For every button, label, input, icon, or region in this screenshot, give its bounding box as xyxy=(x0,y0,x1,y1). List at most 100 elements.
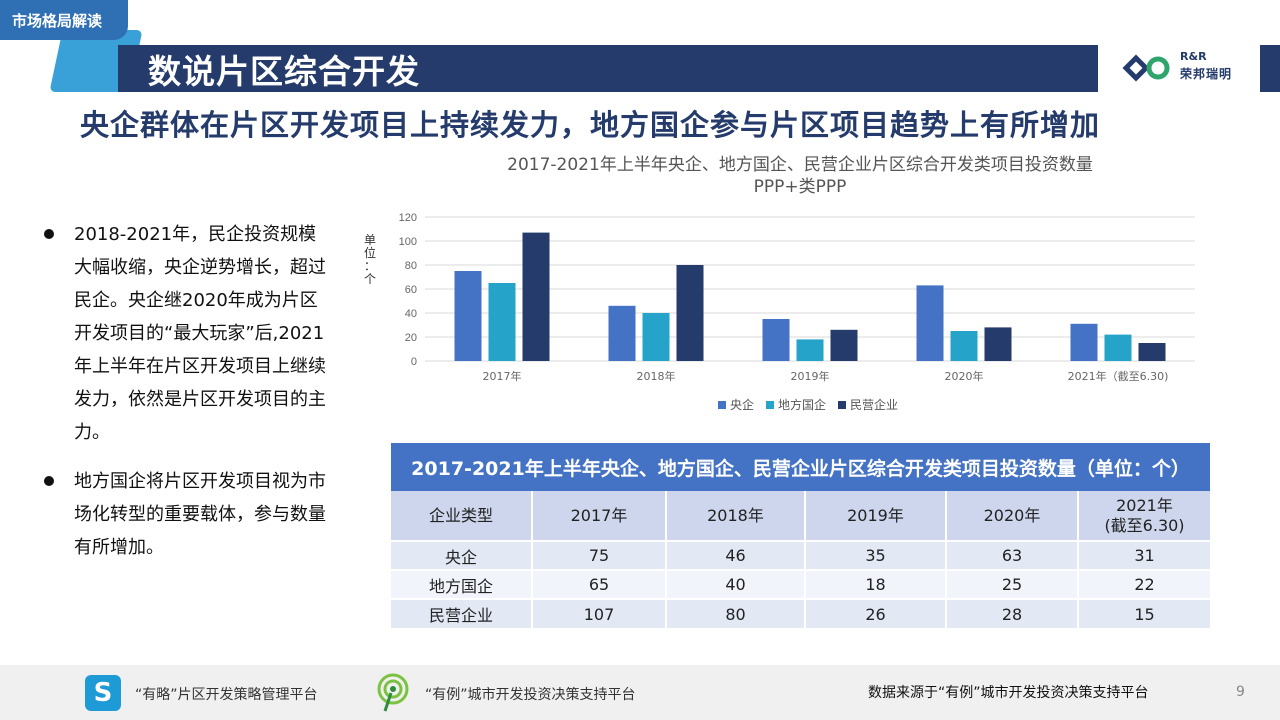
table-title: 2017-2021年上半年央企、地方国企、民营企业片区综合开发类项目投资数量（单… xyxy=(391,443,1210,491)
legend-label: 民营企业 xyxy=(850,398,899,412)
table-header-row: 企业类型 2017年 2018年 2019年 2020年 2021年 (截至6.… xyxy=(391,491,1210,541)
table-header-note: (截至6.30) xyxy=(1104,515,1185,535)
bar xyxy=(608,305,636,361)
legend-label: 央企 xyxy=(730,398,755,412)
table-cell: 46 xyxy=(666,540,806,570)
legend-swatch xyxy=(718,400,726,409)
chart-title-block: 2017-2021年上半年央企、地方国企、民营企业片区综合开发类项目投资数量 P… xyxy=(400,154,1200,198)
table-cell: 107 xyxy=(532,598,667,628)
y-axis-label: 个 xyxy=(364,272,376,286)
table-header-cell: 2021年 (截至6.30) xyxy=(1078,491,1210,541)
table-row: 地方国企 65 40 18 25 22 xyxy=(391,569,1210,599)
bar xyxy=(830,329,858,361)
section-tag: 市场格局解读 xyxy=(0,0,128,40)
y-axis-label: 单 xyxy=(364,233,376,247)
table-cell: 25 xyxy=(946,569,1079,599)
bar xyxy=(916,285,944,361)
data-source: 数据来源于“有例”城市开发投资决策支持平台 xyxy=(868,685,1149,701)
legend-swatch xyxy=(838,400,847,409)
bullet-text: 地方国企将片区开发项目视为市场化转型的重要载体，参与数量有所增加。 xyxy=(74,471,326,558)
table-cell: 26 xyxy=(805,598,947,628)
table-cell: 18 xyxy=(805,569,947,599)
y-tick-label: 40 xyxy=(405,308,417,320)
x-tick-label: 2019年 xyxy=(791,369,830,383)
pin-platform-icon xyxy=(377,673,409,712)
logo-icon xyxy=(1122,54,1170,82)
bar xyxy=(676,265,704,361)
x-tick-label: 2021年（截至6.30) xyxy=(1068,369,1169,383)
legend-item: 央企 xyxy=(718,396,754,413)
footer-bar: S “有略”片区开发策略管理平台 “有例”城市开发投资决策支持平台 数据来源于“… xyxy=(0,665,1280,720)
footer-platform-1: “有略”片区开发策略管理平台 xyxy=(135,687,318,703)
bar xyxy=(796,339,824,361)
table-cell: 63 xyxy=(946,540,1079,570)
bar xyxy=(950,331,978,361)
table-cell: 28 xyxy=(946,598,1079,628)
table-row: 央企 75 46 35 63 31 xyxy=(391,540,1210,570)
table-cell: 75 xyxy=(532,540,667,570)
header-bar: 数说片区综合开发 xyxy=(118,45,1098,92)
x-tick-label: 2017年 xyxy=(483,369,522,383)
table-cell: 40 xyxy=(666,569,806,599)
bar-chart: 0 20 40 60 80 100 120 单位：个 2017年 2018年 2019年 2020年 2… xyxy=(364,212,1195,383)
table-header-cell: 2018年 xyxy=(666,491,806,541)
data-table: 2017-2021年上半年央企、地方国企、民营企业片区综合开发类项目投资数量（单… xyxy=(391,443,1210,628)
table-cell: 80 xyxy=(666,598,806,628)
logo-text-en: R&R xyxy=(1180,50,1207,63)
strategy-platform-icon: S xyxy=(85,675,121,711)
bar xyxy=(984,327,1012,361)
logo-text-cn: 荣邦瑞明 xyxy=(1180,67,1233,81)
table-cell: 65 xyxy=(532,569,667,599)
bullet-dot-icon xyxy=(44,229,54,239)
bullet-dot-icon xyxy=(44,476,54,486)
bullet-list: 2018-2021年，民企投资规模大幅收缩，央企逆势增长，超过民企。央企继202… xyxy=(40,218,330,580)
x-tick-label: 2020年 xyxy=(945,369,984,383)
legend-item: 民营企业 xyxy=(838,396,898,413)
table-cell: 央企 xyxy=(391,540,533,570)
table-header-cell: 2020年 xyxy=(946,491,1079,541)
bar xyxy=(1138,343,1166,361)
x-tick-label: 2018年 xyxy=(637,369,676,383)
bar xyxy=(642,313,670,361)
page-title: 数说片区综合开发 xyxy=(148,51,420,91)
legend-label: 地方国企 xyxy=(778,398,827,412)
bullet-text: 2018-2021年，民企投资规模大幅收缩，央企逆势增长，超过民企。央企继202… xyxy=(74,224,326,443)
table-row: 民营企业 107 80 26 28 15 xyxy=(391,598,1210,628)
page-number: 9 xyxy=(1236,684,1245,700)
table-cell: 15 xyxy=(1078,598,1210,628)
bullet-item: 2018-2021年，民企投资规模大幅收缩，央企逆势增长，超过民企。央企继202… xyxy=(40,218,330,449)
y-tick-label: 60 xyxy=(405,284,417,296)
bar xyxy=(522,232,550,361)
table-header-cell: 企业类型 xyxy=(391,491,533,541)
bar xyxy=(454,271,482,361)
table-header-year: 2021年 xyxy=(1116,495,1173,515)
bar xyxy=(488,283,516,361)
table-header-cell: 2019年 xyxy=(805,491,947,541)
table-cell: 31 xyxy=(1078,540,1210,570)
y-tick-label: 0 xyxy=(411,356,417,368)
footer-platform-2: “有例”城市开发投资决策支持平台 xyxy=(425,687,636,703)
legend-item: 地方国企 xyxy=(766,396,826,413)
bar xyxy=(1104,334,1132,361)
y-tick-label: 20 xyxy=(405,332,417,344)
bar xyxy=(1070,323,1098,361)
table-cell: 35 xyxy=(805,540,947,570)
y-axis-label: 位 xyxy=(364,245,376,260)
table-cell: 地方国企 xyxy=(391,569,533,599)
brand-logo: R&R 荣邦瑞明 xyxy=(1122,48,1262,88)
y-tick-label: 100 xyxy=(399,236,417,248)
chart-title: 2017-2021年上半年央企、地方国企、民营企业片区综合开发类项目投资数量 xyxy=(507,155,1093,175)
bullet-item: 地方国企将片区开发项目视为市场化转型的重要载体，参与数量有所增加。 xyxy=(40,465,330,564)
table-cell: 22 xyxy=(1078,569,1210,599)
chart-subtitle: PPP+类PPP xyxy=(753,177,847,197)
table-cell: 民营企业 xyxy=(391,598,533,628)
y-tick-label: 120 xyxy=(399,212,417,224)
y-axis-label: ： xyxy=(364,259,376,273)
bar xyxy=(762,319,790,361)
y-tick-label: 80 xyxy=(405,260,417,272)
chart-legend: 央企 地方国企 民营企业 xyxy=(718,396,898,413)
slide-subtitle: 央企群体在片区开发项目上持续发力，地方国企参与片区项目趋势上有所增加 xyxy=(80,108,1101,142)
header-bar-end xyxy=(1260,45,1280,92)
legend-swatch xyxy=(766,400,775,409)
table-header-cell: 2017年 xyxy=(532,491,667,541)
